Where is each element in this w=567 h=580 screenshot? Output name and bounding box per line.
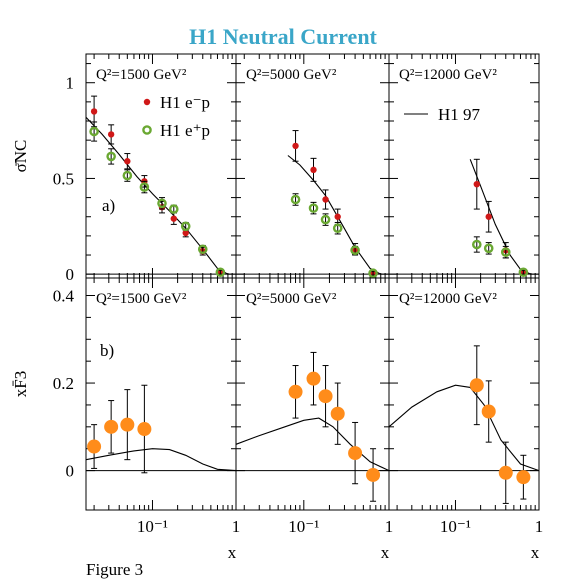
e-plus-point: [180, 221, 191, 232]
e-plus-point: [106, 151, 116, 162]
e-plus-point: [368, 268, 378, 279]
bottom-ytick-label: 0.4: [53, 287, 75, 306]
e-plus-point: [122, 170, 133, 181]
e-plus-point: [139, 182, 150, 192]
h1-97-curve: [287, 155, 381, 275]
q2-label: Q²=1500 GeV²: [96, 291, 187, 307]
bottom-panel-2: Q²=5000 GeV² 10⁻¹ 1 x: [235, 277, 394, 562]
e-plus-point: [500, 247, 511, 257]
xf3-point: [318, 389, 333, 404]
panel-frame: [388, 277, 540, 511]
xtick-label: 10⁻¹: [440, 517, 471, 536]
e-minus-point: [292, 142, 299, 150]
e-plus-point: [332, 223, 343, 234]
e-plus-point: [518, 267, 529, 278]
top-ytick-label: 0: [66, 265, 75, 284]
q2-label: Q²=12000 GeV²: [399, 67, 497, 83]
h1-97-curve: [235, 417, 390, 472]
e-minus-point: [182, 229, 189, 237]
e-minus-point: [473, 180, 480, 188]
bottom-ylabel: xF̄3: [11, 371, 30, 397]
panel-frame: [388, 53, 540, 279]
xtick-label: 1: [232, 517, 241, 536]
e-plus-point: [197, 244, 208, 255]
xf3-point: [137, 422, 152, 437]
xf3-point: [288, 384, 303, 399]
legend-line-label: H1 97: [438, 105, 481, 124]
h1-97-curve: [469, 159, 532, 275]
panel-frame: [85, 277, 237, 511]
xlabel: x: [531, 543, 540, 562]
legend-e-plus-label: H1 e⁺p: [160, 121, 210, 140]
plot-area: 0 0.5 1 σ̄NC Q²=1500 GeV² Q²=5000 GeV² Q²=1200…: [11, 53, 544, 562]
e-plus-point: [215, 267, 226, 278]
e-plus-point: [483, 243, 494, 254]
xf3-point: [330, 406, 345, 421]
e-plus-point: [471, 239, 482, 250]
legend-e-plus-marker: [142, 125, 152, 135]
xlabel: x: [228, 543, 237, 562]
panel-frame: [235, 53, 390, 279]
legend-e-minus-marker: [143, 98, 151, 106]
q2-label: Q²=5000 GeV²: [246, 291, 337, 307]
top-ylabel: σ̄NC: [11, 140, 30, 173]
xtick-label: 10⁻¹: [288, 517, 319, 536]
xlabel: x: [381, 543, 390, 562]
e-plus-point: [350, 245, 360, 256]
bottom-ytick-label: 0: [66, 462, 75, 481]
e-plus-point: [308, 203, 319, 213]
e-plus-point: [320, 214, 331, 225]
legend: H1 e⁻p H1 e⁺p H1 97: [142, 93, 481, 140]
panel-label-b: b): [100, 341, 114, 360]
legend-e-minus-label: H1 e⁻p: [160, 93, 210, 112]
panel-label-a: a): [102, 196, 115, 215]
bottom-panel-3: Q²=12000 GeV² 10⁻¹ 1 x: [388, 277, 544, 562]
xtick-label: 10⁻¹: [137, 517, 168, 536]
q2-label: Q²=1500 GeV²: [96, 67, 187, 83]
top-panel-3: Q²=12000 GeV²: [388, 53, 540, 279]
h1-97-curve: [388, 384, 540, 472]
e-minus-point: [124, 158, 131, 165]
xf3-point: [498, 465, 513, 480]
xf3-point: [481, 404, 496, 419]
xf3-point: [87, 439, 102, 454]
e-plus-point: [290, 194, 301, 205]
bottom-ytick-label: 0.2: [53, 374, 74, 393]
xf3-point: [120, 417, 135, 432]
e-plus-point: [157, 198, 167, 209]
xtick-label: 1: [535, 517, 544, 536]
xf3-point: [348, 446, 363, 461]
e-minus-point: [90, 108, 98, 115]
bottom-panel-1: Q²=1500 GeV² 10⁻¹ 1 x: [85, 277, 241, 562]
h1-97-curve: [85, 448, 237, 472]
figure-caption: Figure 3: [86, 560, 143, 579]
panel-frame: [85, 53, 237, 279]
q2-label: Q²=12000 GeV²: [399, 291, 497, 307]
xtick-label: 1: [385, 517, 394, 536]
top-ytick-label: 1: [66, 74, 75, 93]
e-minus-point: [485, 213, 492, 220]
top-panel-2: Q²=5000 GeV²: [235, 53, 390, 279]
xf3-point: [104, 419, 119, 434]
e-minus-point: [107, 131, 115, 138]
panel-frame: [235, 277, 390, 511]
e-minus-point: [170, 215, 177, 222]
xf3-point: [366, 467, 381, 482]
xf3-point: [469, 378, 484, 393]
q2-label: Q²=5000 GeV²: [246, 67, 337, 83]
e-minus-point: [310, 166, 317, 174]
e-minus-point: [322, 196, 329, 203]
e-plus-point: [168, 204, 179, 214]
xf3-point: [306, 371, 321, 386]
figure-title: H1 Neutral Current: [189, 24, 377, 49]
e-plus-point: [89, 126, 99, 137]
e-minus-point: [334, 213, 341, 220]
xf3-point: [516, 470, 531, 485]
top-ytick-label: 0.5: [53, 169, 74, 188]
top-panel-1: Q²=1500 GeV²: [85, 53, 237, 279]
